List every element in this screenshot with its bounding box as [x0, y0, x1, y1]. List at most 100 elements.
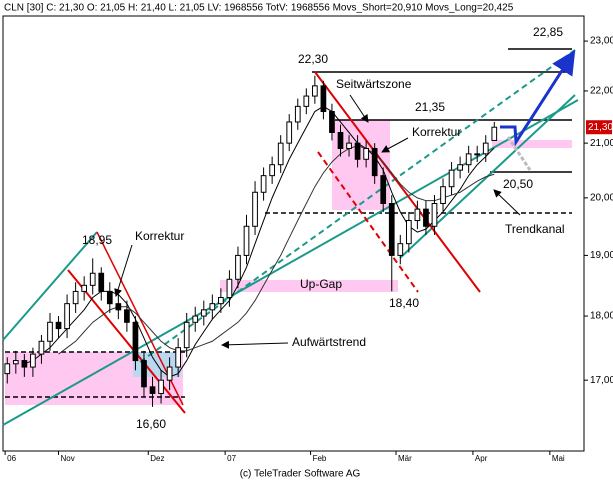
- annotation: Aufwärtstrend: [292, 335, 366, 349]
- y-tick-label: 22,00: [590, 86, 613, 97]
- annotation: 16,60: [136, 417, 166, 431]
- candle-body: [55, 321, 62, 330]
- candle-body: [491, 126, 498, 141]
- trend-line: [67, 269, 186, 414]
- last-price-label: 21,30: [588, 122, 613, 133]
- candle-body: [4, 363, 11, 375]
- candle-body: [482, 142, 489, 155]
- candle-body: [192, 315, 199, 323]
- candle-body: [149, 386, 156, 394]
- header: CLN [30] C: 21,30 O: 21,05 H: 21,40 L: 2…: [4, 3, 514, 14]
- arrow: [221, 340, 289, 349]
- candle-body: [388, 202, 395, 256]
- annotation: Korrektur: [135, 229, 184, 243]
- arrow: [381, 137, 409, 153]
- annotation: 22,85: [533, 25, 563, 39]
- candle-body: [200, 309, 207, 317]
- candle-body: [405, 220, 412, 245]
- projection: [500, 49, 576, 147]
- x-tick-label: 06: [7, 454, 16, 463]
- candle-body: [115, 303, 122, 311]
- candle-body: [337, 132, 344, 149]
- x-tick-label: Mär: [398, 454, 412, 463]
- x-tick-label: 07: [227, 454, 236, 463]
- y-tick-label: 19,00: [590, 250, 613, 261]
- candle-body: [354, 142, 361, 160]
- candle-body: [106, 290, 113, 305]
- annotation: Trendkanal: [505, 222, 565, 236]
- candle-body: [89, 272, 96, 286]
- candle-body: [457, 164, 463, 171]
- projection: [506, 136, 532, 171]
- candle-body: [252, 191, 258, 227]
- candle-body: [474, 153, 481, 156]
- candle-body: [303, 95, 310, 107]
- annotation: Seitwärtszone: [336, 77, 412, 91]
- x-tick-label: Mai: [552, 454, 565, 463]
- arrow: [349, 94, 369, 123]
- x-tick-label: Dez: [150, 454, 164, 463]
- candle-body: [465, 153, 472, 166]
- candle-body: [183, 321, 190, 349]
- trend-line: [314, 71, 481, 293]
- candle-body: [30, 353, 36, 368]
- candle-body: [440, 186, 446, 204]
- annotation: 21,35: [415, 100, 445, 114]
- last-price-box: [586, 120, 612, 135]
- trend-line: [2, 231, 98, 341]
- candle-body: [218, 297, 224, 305]
- annotation: 20,50: [503, 177, 533, 191]
- annotation: Korrektur: [412, 125, 461, 139]
- candle-body: [312, 85, 318, 97]
- x-tick-label: Nov: [61, 454, 75, 463]
- candle-body: [414, 208, 421, 222]
- candle-body: [158, 379, 164, 394]
- x-tick-label: Apr: [475, 454, 488, 463]
- candle-body: [124, 309, 130, 323]
- annotation: Up-Gap: [300, 277, 342, 291]
- annotation: 22,30: [298, 52, 328, 66]
- candle-body: [235, 254, 241, 280]
- trend-line: [2, 99, 579, 426]
- candle-body: [423, 208, 429, 227]
- trend-line: [317, 151, 419, 293]
- candle-body: [286, 121, 293, 144]
- candle-body: [64, 303, 70, 330]
- candle-body: [209, 303, 216, 311]
- candle-body: [371, 147, 378, 177]
- footer: (c) TeleTrader Software AG: [240, 469, 361, 480]
- candle-body: [175, 347, 182, 368]
- candle-body: [47, 321, 53, 342]
- annotation: 18,95: [82, 233, 112, 247]
- y-tick-label: 18,00: [590, 311, 613, 322]
- candle-body: [320, 85, 327, 113]
- candle-body: [346, 142, 352, 149]
- candle-body: [226, 278, 233, 299]
- candle-body: [269, 164, 275, 177]
- candle-body: [243, 225, 250, 256]
- candle-body: [363, 147, 369, 160]
- zone: [492, 140, 572, 148]
- y-tick-label: 21,00: [590, 138, 613, 149]
- x-tick-label: Feb: [313, 454, 327, 463]
- candle-body: [38, 340, 45, 355]
- arrow: [114, 244, 133, 297]
- moving-average: [58, 145, 495, 355]
- annotation: 18,40: [389, 296, 419, 310]
- candle-body: [98, 272, 105, 292]
- candle-body: [329, 111, 335, 134]
- y-tick-label: 17,00: [590, 375, 613, 386]
- candle-body: [132, 321, 139, 362]
- candle-body: [380, 175, 387, 204]
- candle-body: [166, 366, 173, 381]
- candle-body: [277, 142, 284, 166]
- candle-body: [81, 284, 88, 292]
- candle-body: [260, 175, 267, 193]
- arrow: [493, 189, 521, 216]
- candle-body: [72, 290, 79, 305]
- y-tick-label: 23,00: [590, 36, 613, 47]
- candle-body: [431, 202, 438, 227]
- y-tick-label: 20,00: [590, 193, 613, 204]
- candle-body: [21, 360, 28, 368]
